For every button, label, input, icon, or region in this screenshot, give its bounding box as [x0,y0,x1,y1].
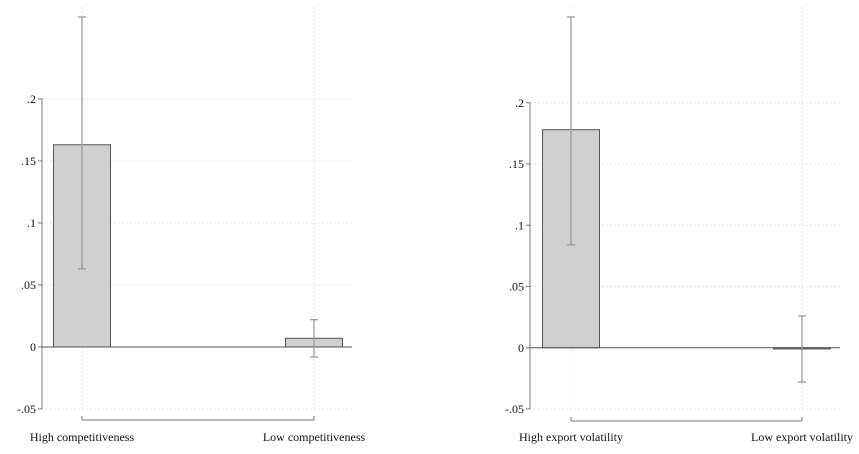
chart-panel-competitiveness: -.05 0 .05 .1 .15 .2 High competitiveness Low c… [17,7,365,444]
x-tick-label: High competitiveness [30,430,135,444]
y-tick-label: .1 [27,216,36,230]
chart-panel-export-volatility: -.05 0 .05 .1 .15 .2 High export volatility Low… [505,7,853,444]
y-tick-label: -.05 [505,402,524,416]
x-tick-label: Low competitiveness [263,430,366,444]
x-tick-label: High export volatility [519,430,623,444]
y-tick-label: .1 [515,218,524,232]
y-tick-label: .05 [509,280,524,294]
y-tick-label: 0 [30,340,36,354]
y-tick-label: .05 [21,278,36,292]
y-tick-label: .15 [509,157,524,171]
x-tick-label: Low export volatility [751,430,853,444]
y-tick-label: .15 [21,154,36,168]
y-tick-label: .2 [515,96,524,110]
y-tick-label: 0 [518,341,524,355]
y-tick-label: .2 [27,92,36,106]
y-tick-label: -.05 [17,402,36,416]
